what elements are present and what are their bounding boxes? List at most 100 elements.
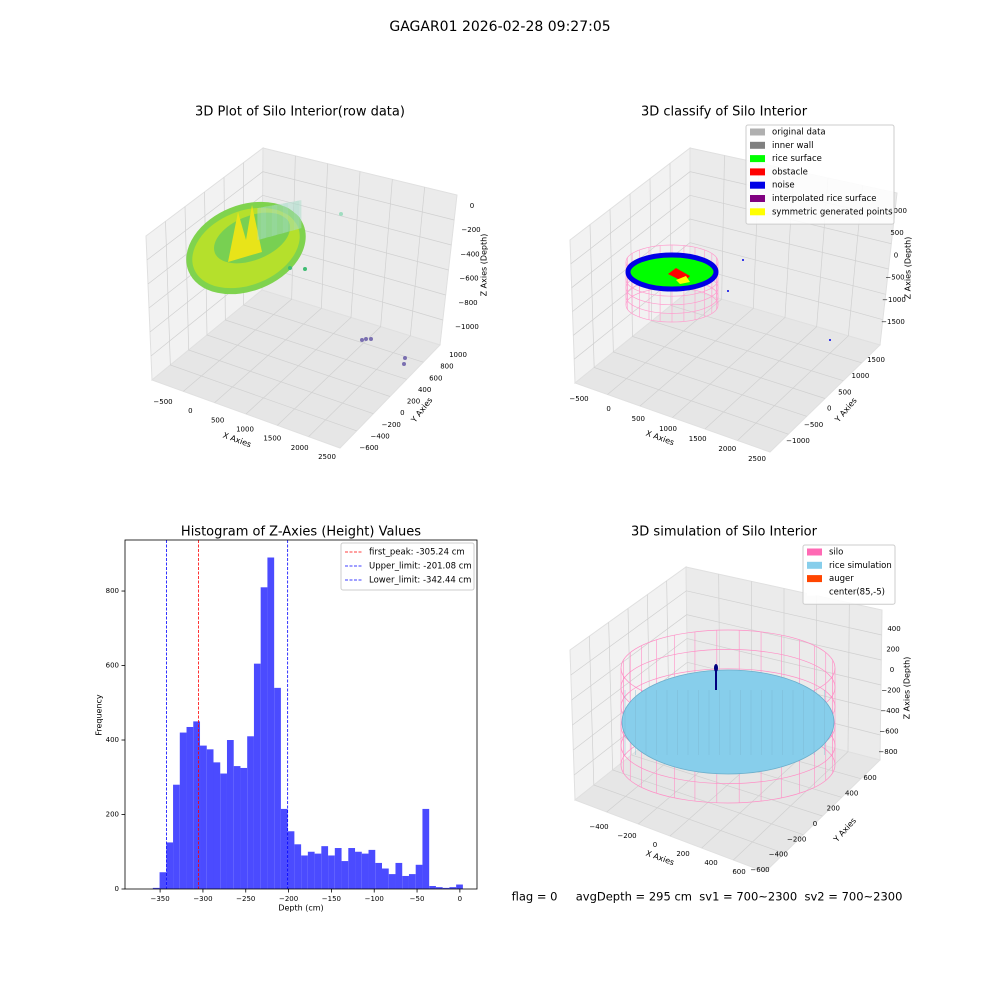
- figure-title: GAGAR01 2026-02-28 09:27:05: [389, 19, 610, 35]
- bar: [206, 749, 214, 889]
- x-tick-label: 2000: [291, 444, 309, 452]
- legend-swatch: [807, 561, 822, 569]
- x-tick-label: 0: [458, 895, 462, 903]
- x-tick-label: −500: [153, 398, 172, 406]
- y-tick-label: 800: [440, 363, 453, 371]
- x-tick-label: −400: [589, 823, 608, 831]
- y-axis-label: Y Axies: [833, 396, 859, 425]
- bar: [429, 886, 436, 889]
- y-tick-label: 1500: [867, 356, 885, 364]
- bar: [355, 851, 362, 889]
- bar: [348, 848, 356, 889]
- legend-swatch: [750, 155, 765, 163]
- legend-swatch: [750, 128, 765, 136]
- pane-grid: [214, 163, 329, 403]
- y-tick-label: 800: [106, 587, 119, 595]
- z-tick-label: 200: [886, 646, 899, 654]
- noise-point: [742, 259, 744, 261]
- x-axis-label: X Axies: [645, 849, 676, 868]
- bar: [226, 740, 234, 889]
- legend-swatch: [750, 168, 765, 176]
- bar: [200, 745, 207, 889]
- x-axis-label: X Axies: [222, 431, 253, 450]
- legend-swatch: [807, 575, 822, 583]
- z-tick-label: 0: [470, 202, 474, 210]
- x-tick-label: 1000: [236, 426, 254, 434]
- y-tick-label: −500: [804, 421, 823, 429]
- legend-box: [802, 544, 896, 605]
- y-tick-label: 600: [863, 774, 876, 782]
- z-axis-label: Z Axies (Depth): [903, 657, 912, 720]
- y-tick-label: −400: [769, 851, 788, 859]
- z-tick-label: −1500: [881, 318, 905, 326]
- noise-point: [727, 290, 729, 292]
- bar: [307, 851, 315, 889]
- pane-grid: [277, 179, 393, 426]
- legend-label: center(85,-5): [829, 587, 885, 597]
- chart-title: Histogram of Z-Axies (Height) Values: [181, 525, 421, 540]
- legend-label: auger: [829, 574, 854, 584]
- x-axis-label: Depth (cm): [278, 904, 323, 913]
- x-tick-label: −50: [410, 895, 425, 903]
- z-tick-label: −800: [878, 748, 897, 756]
- bar: [382, 868, 389, 889]
- y-tick-label: 0: [400, 409, 404, 417]
- bar: [402, 875, 409, 889]
- bar: [280, 808, 288, 889]
- x-tick-label: 0: [653, 841, 657, 849]
- legend-swatch: [750, 181, 765, 189]
- z-tick-label: −200: [881, 687, 900, 695]
- legend-label: interpolated rice surface: [772, 194, 877, 204]
- y-tick-label: −200: [382, 421, 401, 429]
- y-tick-label: −400: [371, 432, 390, 440]
- x-tick-label: −250: [236, 895, 255, 903]
- x-tick-label: 400: [704, 859, 717, 867]
- axes-frame: [124, 539, 478, 890]
- outlier-point: [303, 267, 307, 271]
- bar: [408, 874, 416, 889]
- y-tick-label: −1000: [786, 437, 810, 445]
- bar: [159, 872, 167, 889]
- bar: [193, 721, 201, 889]
- bar: [173, 784, 180, 889]
- z-tick-label: −400: [880, 707, 899, 715]
- bar: [152, 887, 160, 889]
- x-tick-label: −300: [193, 895, 212, 903]
- outlier-point: [369, 337, 373, 341]
- bar: [415, 864, 423, 889]
- x-tick-label: −150: [322, 895, 341, 903]
- bar: [375, 862, 383, 889]
- x-tick-label: 2500: [318, 453, 336, 461]
- x-tick-label: 1500: [689, 435, 707, 443]
- legend-label: original data: [772, 128, 826, 138]
- bar: [456, 884, 463, 889]
- y-tick-label: 1000: [449, 351, 467, 359]
- legend-label: Lower_limit: -342.44 cm: [369, 576, 471, 586]
- z-tick-label: −800: [458, 299, 477, 307]
- legend-label: rice simulation: [829, 561, 892, 571]
- bar: [314, 853, 322, 889]
- legend-label: noise: [772, 181, 795, 191]
- y-tick-label: 200: [407, 398, 420, 406]
- z-tick-label: −1000: [882, 296, 906, 304]
- legend-swatch: [750, 141, 765, 149]
- pane-grid: [669, 163, 862, 364]
- x-tick-label: −200: [617, 832, 636, 840]
- y-tick-label: −200: [787, 835, 806, 843]
- y-tick-label: −600: [750, 866, 769, 874]
- bar: [267, 557, 275, 889]
- status-line: flag = 0 avgDepth = 295 cm sv1 = 700~230…: [512, 890, 903, 904]
- bar: [213, 762, 221, 889]
- rice-simulation: [621, 669, 835, 775]
- bar: [186, 726, 194, 889]
- outlier-point: [364, 337, 368, 341]
- pane-grid: [704, 177, 829, 430]
- x-tick-label: −500: [569, 395, 588, 403]
- z-tick-label: 0: [890, 666, 894, 674]
- bar: [179, 732, 187, 889]
- z-tick-label: −200: [461, 226, 480, 234]
- x-tick-label: −350: [150, 895, 169, 903]
- outlier-point: [402, 362, 406, 366]
- symmetric: [676, 276, 690, 284]
- bar: [435, 887, 443, 889]
